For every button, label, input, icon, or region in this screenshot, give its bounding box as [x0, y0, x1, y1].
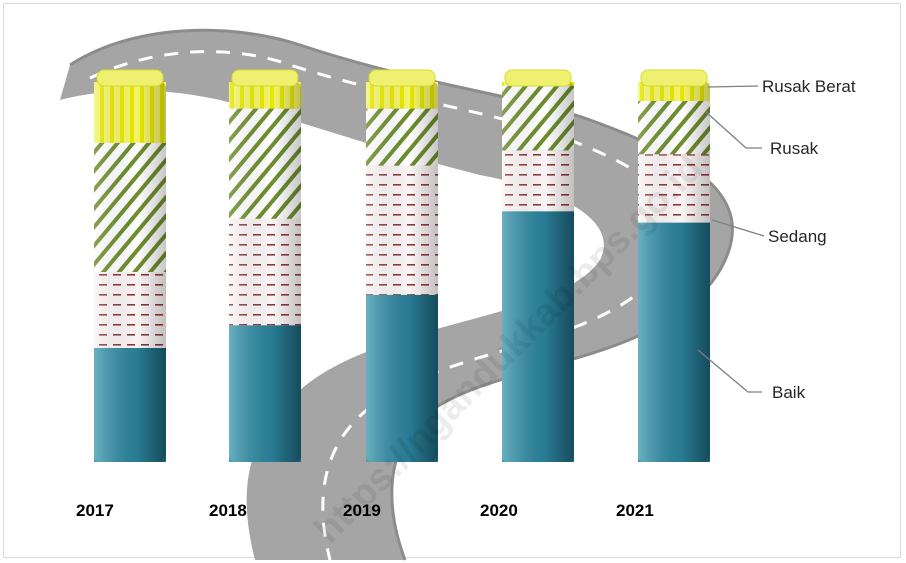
legend-rusak: Rusak	[770, 139, 819, 158]
bars-layer	[94, 69, 710, 462]
category-label-2020: 2020	[480, 501, 518, 520]
bar-shading-2018	[229, 82, 301, 462]
category-label-2019: 2019	[343, 501, 381, 520]
bar-shading-2017	[94, 82, 166, 462]
bar-shading-2019	[366, 82, 438, 462]
bar-cap-2019	[368, 69, 436, 87]
category-labels: 2017 2018 2019 2020 2021	[76, 501, 654, 520]
legend: Rusak Berat Rusak Sedang Baik	[762, 77, 856, 402]
bar-cap-2020	[504, 69, 572, 87]
callout-line-rusak-berat	[707, 85, 759, 88]
bar-shading-2020	[502, 82, 574, 462]
category-label-2018: 2018	[209, 501, 247, 520]
category-label-2017: 2017	[76, 501, 114, 520]
legend-rusak-berat: Rusak Berat	[762, 77, 856, 96]
bar-shading-2021	[638, 82, 710, 462]
category-label-2021: 2021	[616, 501, 654, 520]
bar-cap-2017	[96, 69, 164, 87]
callout-line-rusak	[705, 111, 762, 149]
bar-cap-2018	[231, 69, 299, 87]
callout-line-baik	[697, 349, 762, 393]
legend-sedang: Sedang	[768, 227, 827, 246]
bar-cap-2021	[640, 69, 708, 87]
legend-callouts	[697, 85, 765, 393]
legend-baik: Baik	[772, 383, 806, 402]
callout-line-sedang	[711, 219, 765, 237]
